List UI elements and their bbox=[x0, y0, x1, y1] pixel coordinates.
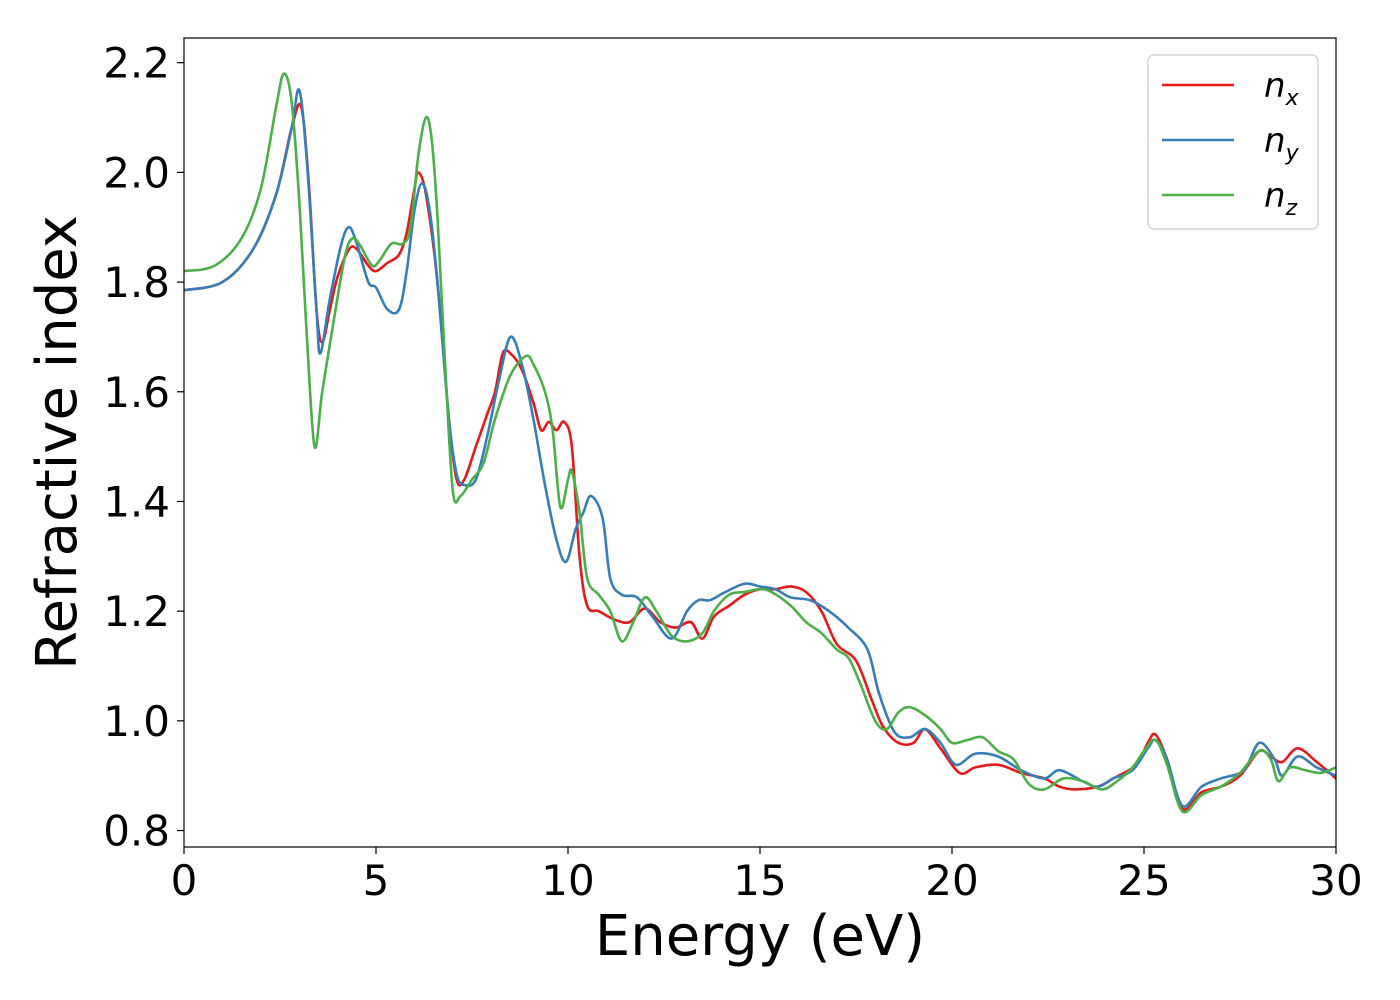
legend-label-main: n bbox=[1264, 176, 1286, 216]
legend-label-nx: nx bbox=[1264, 66, 1300, 111]
x-tick-label: 10 bbox=[541, 856, 594, 905]
y-tick-label: 2.2 bbox=[103, 39, 170, 88]
legend-label-subscript: x bbox=[1285, 86, 1300, 111]
x-tick-label: 15 bbox=[733, 856, 786, 905]
y-tick-label: 1.6 bbox=[103, 368, 170, 417]
legend-label-subscript: z bbox=[1285, 196, 1298, 221]
x-tick-label: 20 bbox=[925, 856, 978, 905]
y-tick-label: 1.0 bbox=[103, 697, 170, 746]
y-tick-label: 1.4 bbox=[103, 477, 170, 526]
y-tick-label: 1.2 bbox=[103, 587, 170, 636]
y-tick-label: 0.8 bbox=[103, 807, 170, 856]
legend-label-subscript: y bbox=[1285, 141, 1300, 166]
x-tick-label: 5 bbox=[363, 856, 390, 905]
legend-label-main: n bbox=[1264, 66, 1286, 106]
x-axis-label: Energy (eV) bbox=[595, 904, 925, 969]
legend-label-main: n bbox=[1264, 121, 1286, 161]
y-axis-label: Refractive index bbox=[25, 215, 90, 670]
x-tick-label: 25 bbox=[1117, 856, 1170, 905]
ticks-layer: 0 5 10 15 20 25 30 0.8 1.0 1.2 1.4 1.6 1.8 2.0 2.2 bbox=[103, 39, 1363, 905]
y-tick-label: 1.8 bbox=[103, 258, 170, 307]
legend-box bbox=[1147, 54, 1319, 230]
y-tick-label: 2.0 bbox=[103, 148, 170, 197]
legend-label-ny: ny bbox=[1264, 121, 1300, 166]
x-tick-label: 30 bbox=[1309, 856, 1362, 905]
x-tick-label: 0 bbox=[171, 856, 198, 905]
legend-label-nz: nz bbox=[1264, 176, 1298, 221]
series-line-nz bbox=[184, 72, 1336, 814]
series-layer bbox=[184, 72, 1336, 814]
